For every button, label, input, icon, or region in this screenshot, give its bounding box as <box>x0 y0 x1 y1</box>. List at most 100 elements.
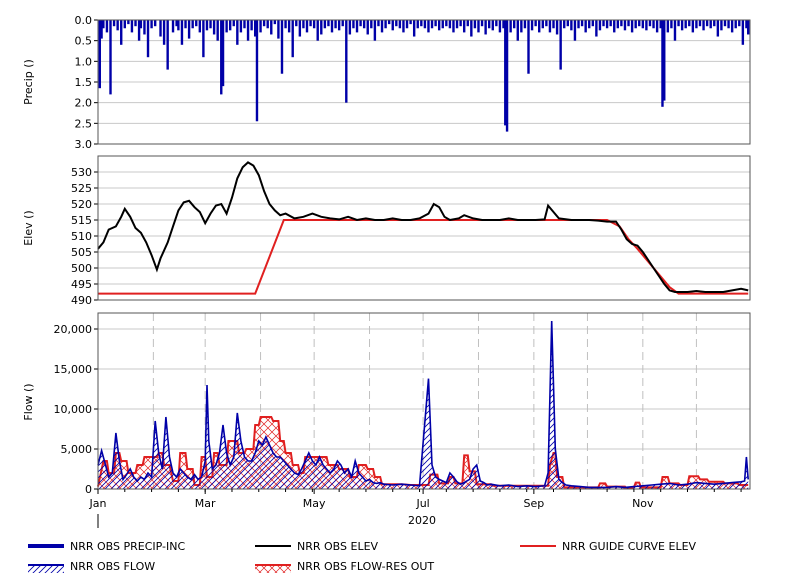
precip-bar <box>355 20 359 33</box>
precip-bar <box>584 20 587 33</box>
precip-bar <box>175 20 178 27</box>
obs-flow-area <box>98 321 749 489</box>
precip-bar <box>716 20 720 37</box>
precip-bar <box>177 20 180 31</box>
precip-bar <box>116 20 119 31</box>
precip-bar <box>405 20 409 29</box>
obs-flow-line <box>97 320 749 489</box>
precip-bar <box>620 20 623 27</box>
precip-bar <box>359 20 362 27</box>
precip-bar <box>588 20 591 29</box>
precip-bar <box>573 20 577 41</box>
precip-bar <box>228 20 232 31</box>
precip-bar <box>659 20 662 29</box>
precip-bar <box>109 20 112 95</box>
precip-bar <box>291 20 294 58</box>
precip-bar <box>747 20 750 35</box>
precip-bar <box>246 20 250 41</box>
panel-frame <box>97 19 751 145</box>
precip-bar <box>395 20 398 27</box>
precip-bar <box>727 20 730 29</box>
precip-bar <box>698 20 702 27</box>
precip-bar <box>741 20 745 45</box>
precip-bar <box>627 20 630 27</box>
precip-bar <box>695 20 698 29</box>
precip-bar <box>387 20 391 25</box>
y-tick-label: 495 <box>71 278 92 291</box>
precip-bar <box>491 20 494 31</box>
precip-bar <box>495 20 498 27</box>
precip-bar <box>723 20 727 27</box>
precip-bar <box>253 20 257 37</box>
precip-bar <box>738 20 741 27</box>
precip-bar <box>548 20 552 33</box>
y-tick-label: 2.0 <box>75 97 93 110</box>
x-tick-label: Jul <box>415 497 429 510</box>
legend-item: NRR OBS PRECIP-INC <box>28 540 185 553</box>
precip-bar <box>370 20 373 29</box>
precip-bar <box>391 20 394 31</box>
precip-bar <box>684 20 687 29</box>
precip-bar <box>184 20 187 29</box>
precip-bar <box>534 20 537 27</box>
precip-bar <box>330 20 334 33</box>
precip-bar <box>462 20 466 33</box>
precip-bar <box>652 20 655 29</box>
y-tick-label: 3.0 <box>75 138 93 151</box>
precip-bar <box>538 20 541 33</box>
precip-bar <box>352 20 355 29</box>
precip-bar <box>345 20 348 103</box>
precip-bar <box>709 20 712 29</box>
precip-bar <box>484 20 487 35</box>
precip-bar <box>441 20 444 29</box>
precip-bar <box>570 20 573 31</box>
precip-bar <box>520 20 523 33</box>
precip-bar <box>334 20 337 29</box>
precip-bar <box>434 20 437 27</box>
precip-bar <box>198 20 202 33</box>
y-tick-label: 530 <box>71 166 92 179</box>
legend-item: NRR OBS FLOW-RES OUT <box>255 560 434 573</box>
precip-bar <box>666 20 670 33</box>
precip-bar <box>337 20 341 31</box>
precip-bar <box>691 20 695 33</box>
legend-swatch <box>255 565 291 573</box>
precip-bar <box>409 20 412 25</box>
precip-bar <box>212 20 216 35</box>
legend-label: NRR OBS PRECIP-INC <box>70 540 185 553</box>
precip-bar <box>153 20 157 27</box>
y-tick-label: 505 <box>71 246 92 259</box>
precip-bar <box>320 20 323 35</box>
precip-bar <box>448 20 452 29</box>
precip-bar <box>412 20 416 37</box>
precip-bar <box>509 20 512 33</box>
precip-bar <box>552 20 555 29</box>
precip-bar <box>523 20 527 29</box>
panel-frame <box>97 312 751 490</box>
precip-bar <box>102 20 105 29</box>
precip-bar <box>541 20 544 29</box>
year-label: 2020 <box>408 514 436 527</box>
precip-bar <box>477 20 480 33</box>
precip-axis-label: Precip () <box>22 59 35 105</box>
precip-bar <box>616 20 620 29</box>
precip-bar <box>123 20 126 29</box>
precip-bar <box>327 20 330 27</box>
precip-bar <box>661 20 664 107</box>
x-axis: Jan Mar May Jul Sep Nov <box>89 489 742 528</box>
precip-bar <box>459 20 462 27</box>
precip-bar <box>205 20 209 31</box>
precip-bar <box>377 20 380 27</box>
x-tick-label: Jan <box>89 497 107 510</box>
precip-bar <box>195 20 198 27</box>
precip-bar <box>423 20 427 29</box>
panel-frame <box>97 155 751 301</box>
precip-bar <box>566 20 569 27</box>
legend-label: NRR OBS FLOW <box>70 560 155 573</box>
precip-bar <box>180 20 184 45</box>
precip-bar <box>638 20 641 27</box>
precip-bar <box>602 20 605 27</box>
precip-bar <box>273 20 277 25</box>
precip-bar <box>713 20 716 27</box>
y-tick-label: 500 <box>71 262 92 275</box>
